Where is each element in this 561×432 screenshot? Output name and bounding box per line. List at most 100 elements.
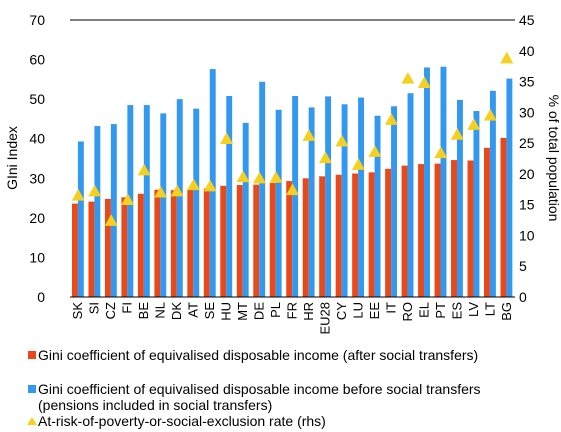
- marker-rate-hr: [302, 129, 316, 141]
- marker-rate-at: [187, 178, 201, 191]
- legend-marker-poverty-rate: [27, 417, 37, 425]
- right-tick-label: 20: [519, 166, 535, 182]
- bar-before-at: [193, 108, 200, 297]
- legend-swatch-after-transfers: [28, 351, 36, 359]
- right-axis-ticks: 0 5 10 15 20 25 30 35 40 45: [519, 12, 535, 305]
- bar-before-pt: [440, 66, 447, 297]
- x-tick-label: ES: [449, 302, 464, 320]
- bar-after-it: [385, 168, 392, 297]
- bar-after-pl: [269, 183, 276, 297]
- bar-before-hu: [226, 95, 233, 297]
- bar-after-cy: [335, 174, 342, 297]
- marker-rate-it: [384, 113, 398, 125]
- bar-after-pt: [434, 163, 441, 297]
- bars-layer: [71, 66, 513, 298]
- marker-rate-si: [88, 184, 102, 197]
- marker-rate-be: [137, 163, 151, 176]
- bar-after-de: [253, 184, 260, 297]
- legend-label-before-transfers: Gini coefficient of equivalised disposab…: [38, 381, 481, 397]
- bar-before-cy: [341, 104, 348, 297]
- marker-rate-hu: [220, 132, 234, 144]
- x-tick-label: RO: [400, 302, 415, 322]
- marker-rate-sk: [71, 188, 85, 201]
- legend: Gini coefficient of equivalised disposab…: [27, 347, 481, 429]
- x-tick-label: CY: [334, 302, 349, 320]
- x-tick-label: IT: [383, 302, 398, 314]
- x-tick-label: DK: [169, 302, 184, 320]
- x-tick-label: FI: [120, 302, 135, 314]
- bar-after-fi: [121, 197, 128, 297]
- bar-before-be: [143, 105, 150, 297]
- x-tick-label: LU: [350, 302, 365, 319]
- left-tick-label: 60: [29, 52, 45, 68]
- bar-after-ee: [368, 172, 375, 297]
- bar-after-nl: [154, 189, 161, 297]
- x-tick-label: EU28: [317, 302, 332, 335]
- bar-after-lu: [352, 173, 359, 297]
- x-tick-label: HR: [301, 302, 316, 321]
- x-tick-label: SI: [87, 302, 102, 314]
- right-tick-label: 35: [519, 74, 535, 90]
- left-tick-label: 70: [29, 12, 45, 28]
- bar-before-si: [94, 126, 101, 297]
- bar-before-sk: [77, 141, 84, 297]
- x-tick-label: EL: [416, 302, 431, 318]
- bar-before-pl: [275, 109, 282, 297]
- bar-before-lv: [473, 111, 480, 297]
- bar-after-be: [137, 193, 144, 297]
- legend-label-poverty-rate: At-risk-of-poverty-or-social-exclusion r…: [38, 413, 326, 429]
- right-tick-label: 25: [519, 135, 535, 151]
- bar-before-lu: [358, 97, 365, 297]
- x-tick-label: FR: [285, 302, 300, 319]
- marker-rate-lt: [483, 108, 497, 121]
- bar-before-mt: [242, 122, 249, 297]
- x-axis-ticks: SK SI CZ FI BE NL DK AT SE HU MT DE PL FR HR EU28 CY LU EE…: [70, 302, 514, 335]
- x-tick-label: HU: [219, 302, 234, 321]
- x-tick-label: BE: [136, 302, 151, 320]
- left-axis-ticks: 0 10 20 30 40 50 60 70: [29, 12, 45, 305]
- left-tick-label: 20: [29, 210, 45, 226]
- marker-rate-fr: [286, 183, 299, 196]
- bar-before-ro: [407, 93, 414, 298]
- left-tick-label: 50: [29, 91, 45, 107]
- marker-rate-pl: [269, 171, 283, 183]
- right-tick-label: 30: [519, 104, 535, 120]
- bar-after-se: [203, 188, 210, 297]
- bar-before-dk: [176, 99, 183, 297]
- bar-before-hr: [308, 107, 315, 297]
- marker-rate-se: [203, 179, 217, 192]
- legend-label-before-transfers-cont: (pensions included in social transfers): [38, 397, 272, 413]
- marker-rate-cz: [104, 214, 118, 226]
- bar-before-fr: [292, 95, 299, 297]
- bar-before-el: [424, 67, 430, 298]
- x-tick-label: CZ: [103, 302, 118, 319]
- x-tick-label: AT: [186, 302, 201, 318]
- bar-after-dk: [170, 190, 177, 297]
- left-tick-label: 30: [29, 170, 45, 186]
- x-tick-label: PL: [268, 302, 283, 318]
- legend-swatch-before-transfers: [28, 385, 36, 393]
- markers-layer: [71, 51, 514, 226]
- right-tick-label: 45: [519, 12, 535, 28]
- marker-rate-ro: [401, 71, 415, 84]
- x-tick-label: LT: [482, 302, 497, 316]
- bar-before-se: [209, 69, 216, 297]
- x-tick-label: SE: [202, 302, 217, 320]
- y-axis-title: GIni Index: [4, 126, 20, 190]
- bar-before-cz: [110, 124, 117, 297]
- left-tick-label: 10: [29, 249, 45, 265]
- bar-after-si: [88, 201, 95, 297]
- marker-rate-lv: [467, 118, 481, 130]
- bar-after-fr: [286, 181, 293, 297]
- bar-after-hu: [220, 185, 227, 297]
- legend-label-after-transfers: Gini coefficient of equivalised disposab…: [38, 347, 478, 363]
- bar-before-lt: [489, 90, 496, 297]
- marker-rate-eu28: [318, 151, 332, 164]
- right-tick-label: 15: [519, 197, 535, 213]
- marker-rate-cy: [335, 134, 349, 147]
- marker-rate-de: [253, 171, 267, 184]
- x-tick-label: MT: [235, 302, 250, 321]
- right-tick-label: 40: [519, 43, 535, 59]
